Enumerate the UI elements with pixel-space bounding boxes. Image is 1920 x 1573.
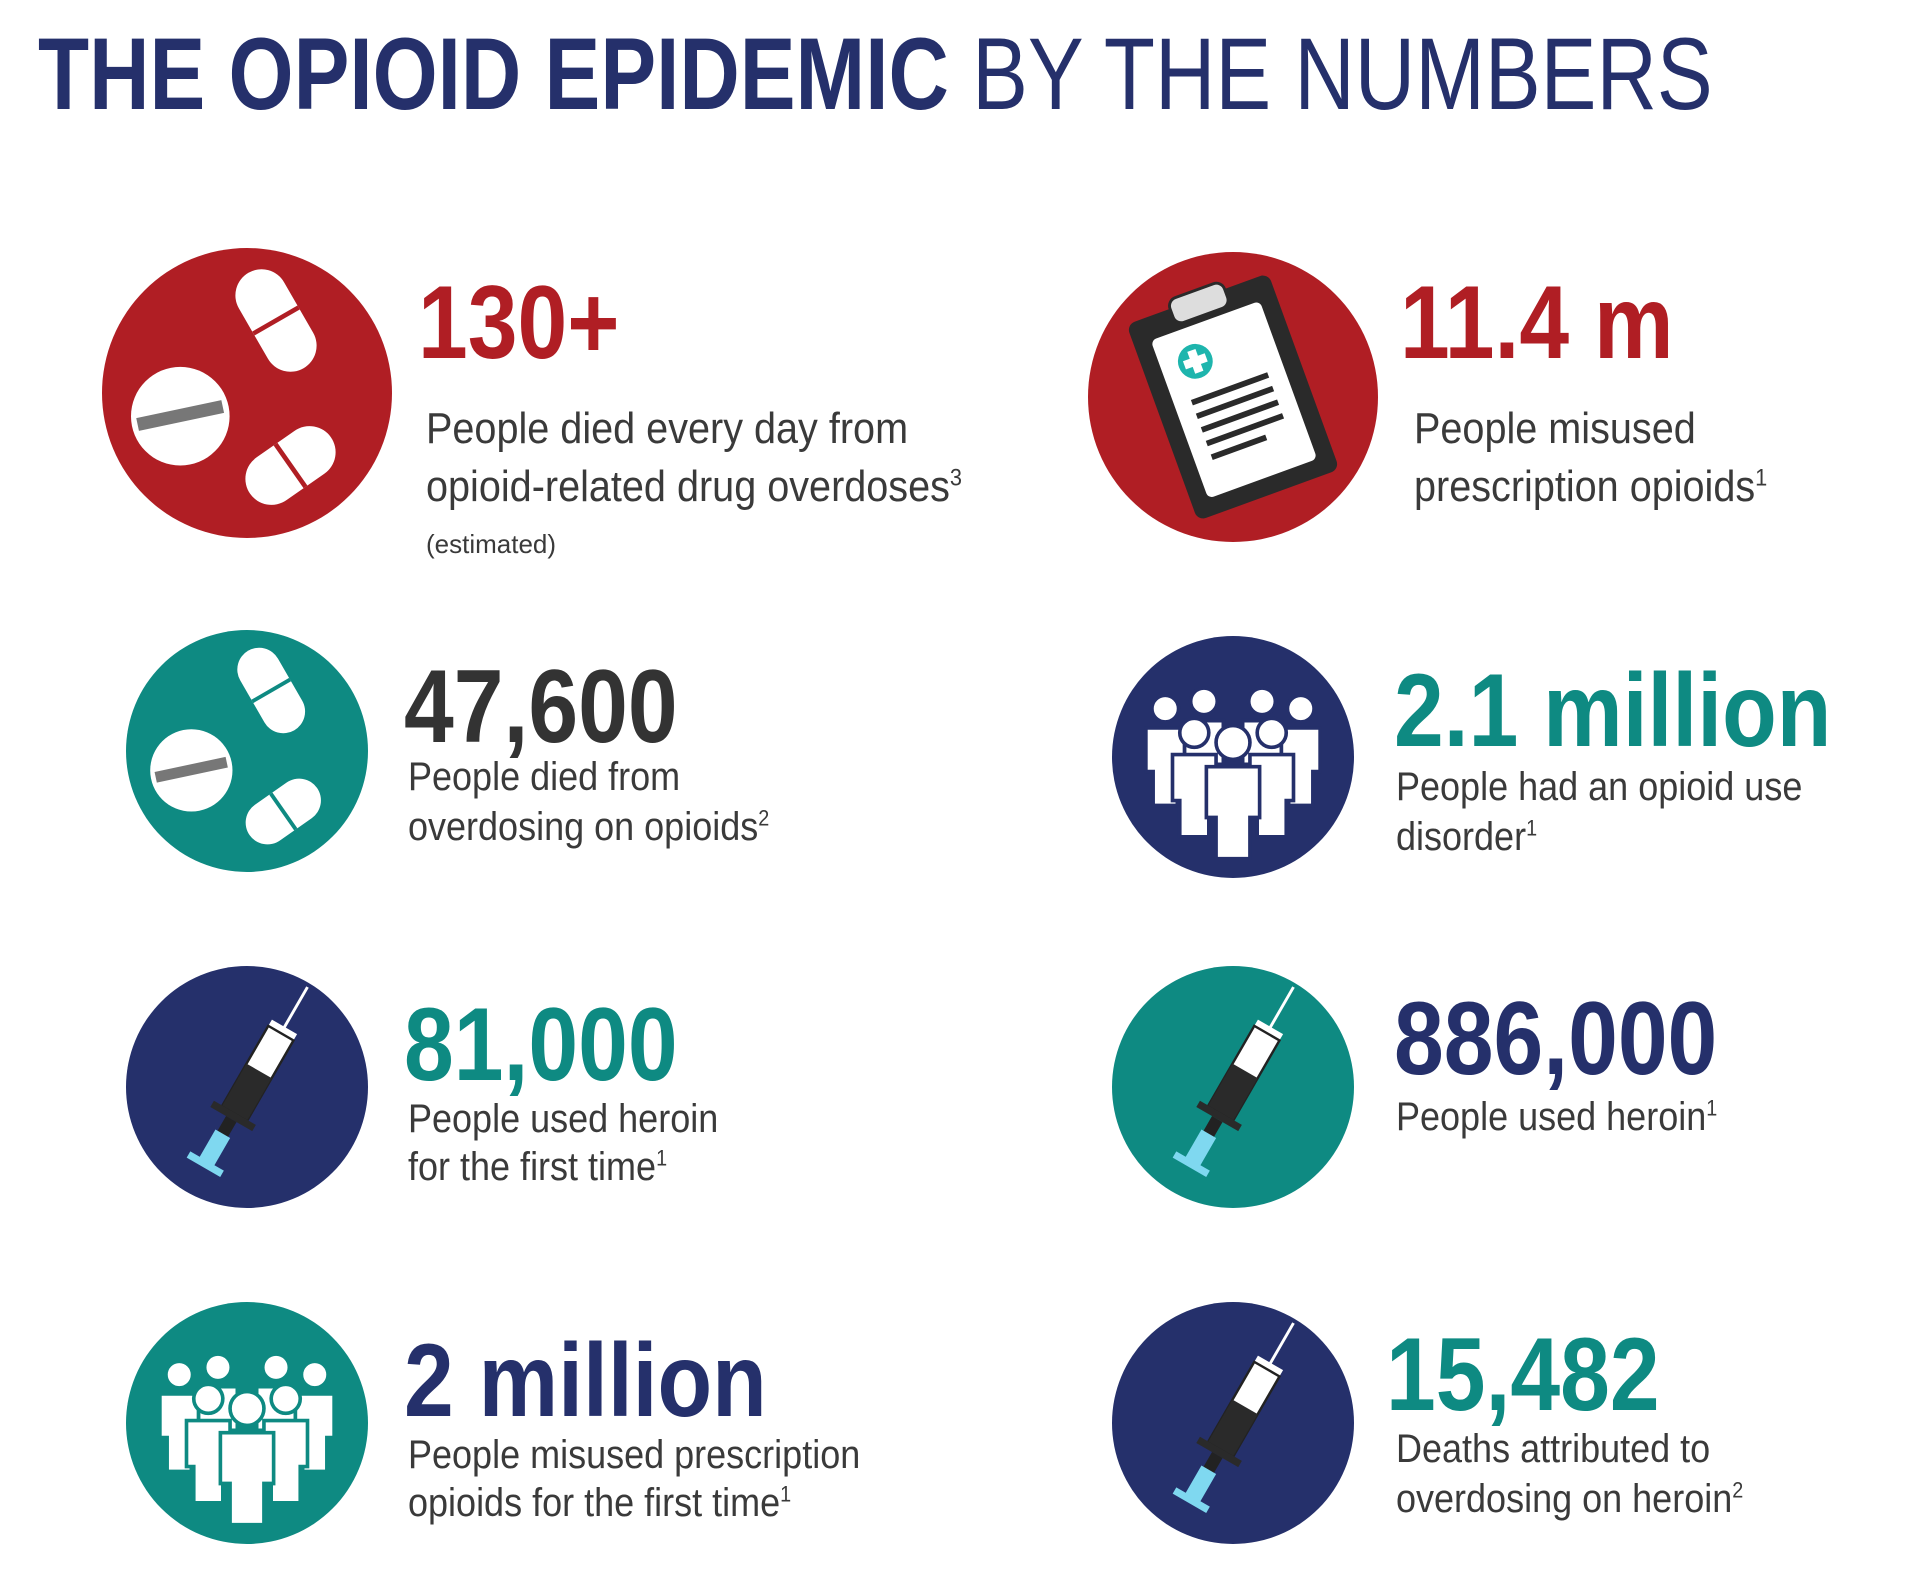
stat-description-text: disorder: [1396, 815, 1527, 859]
title-light: BY THE NUMBERS: [948, 17, 1713, 131]
footnote-ref: 1: [780, 1481, 792, 1507]
stat-description-line1: People had an opioid use: [1396, 765, 1803, 809]
stat-description-line1: People died every day from: [426, 404, 909, 453]
stat-value: 130+: [418, 265, 620, 381]
footnote-ref: 2: [758, 805, 770, 831]
stat-value: 11.4 m: [1400, 265, 1674, 381]
stat-description-line1: People misused: [1414, 404, 1696, 453]
syringe-icon: [1112, 1302, 1354, 1544]
stat-description-line1: Deaths attributed to: [1396, 1427, 1711, 1471]
pills-icon: [102, 248, 392, 538]
stat-value: 886,000: [1394, 981, 1718, 1097]
stat-value: 15,482: [1386, 1317, 1660, 1433]
footnote-ref: 1: [656, 1145, 668, 1171]
stat-note: (estimated): [426, 529, 557, 559]
syringe-icon: [1112, 966, 1354, 1208]
stat-description-line2: overdosing on heroin2: [1396, 1474, 1743, 1524]
stat-description-line1: People died from: [408, 755, 681, 799]
stat-value: 47,600: [404, 649, 678, 765]
stat-description-line1: People misused prescription: [408, 1433, 861, 1477]
footnote-ref: 1: [1755, 464, 1768, 492]
stat-description-line1: People used heroin: [408, 1097, 719, 1141]
stat-value: 2.1 million: [1394, 653, 1832, 769]
stat-description-line2: prescription opioids1: [1414, 460, 1767, 514]
stat-description-text: overdosing on opioids: [408, 805, 759, 849]
stat-description-line2: opioid-related drug overdoses3: [426, 460, 962, 514]
stat-description-line1: People used heroin1: [1396, 1092, 1717, 1142]
people-group-icon: [1112, 636, 1354, 878]
stat-description-text: People used heroin: [1396, 1095, 1707, 1139]
stat-description-line2: opioids for the first time1: [408, 1478, 791, 1528]
stat-description-text: opioids for the first time: [408, 1481, 781, 1525]
stat-description-text: prescription opioids: [1414, 462, 1756, 511]
people-group-icon: [126, 1302, 368, 1544]
page-title: THE OPIOID EPIDEMIC BY THE NUMBERS: [38, 17, 1713, 131]
pills-icon: [126, 630, 368, 872]
syringe-icon: [126, 966, 368, 1208]
clipboard-icon: [1088, 252, 1378, 542]
stat-description-text: opioid-related drug overdoses: [426, 462, 950, 511]
footnote-ref: 3: [949, 464, 963, 492]
footnote-ref: 1: [1706, 1095, 1718, 1121]
stat-value: 2 million: [404, 1323, 767, 1439]
stat-value: 81,000: [404, 987, 678, 1103]
stat-description-line2: for the first time1: [408, 1142, 667, 1192]
stat-description-line2: overdosing on opioids2: [408, 802, 769, 852]
title-bold: THE OPIOID EPIDEMIC: [38, 17, 949, 131]
stat-description-line2: disorder1: [1396, 812, 1537, 862]
stat-description-text: overdosing on heroin: [1396, 1477, 1733, 1521]
stat-description-text: for the first time: [408, 1145, 657, 1189]
footnote-ref: 2: [1732, 1477, 1744, 1503]
footnote-ref: 1: [1526, 815, 1538, 841]
